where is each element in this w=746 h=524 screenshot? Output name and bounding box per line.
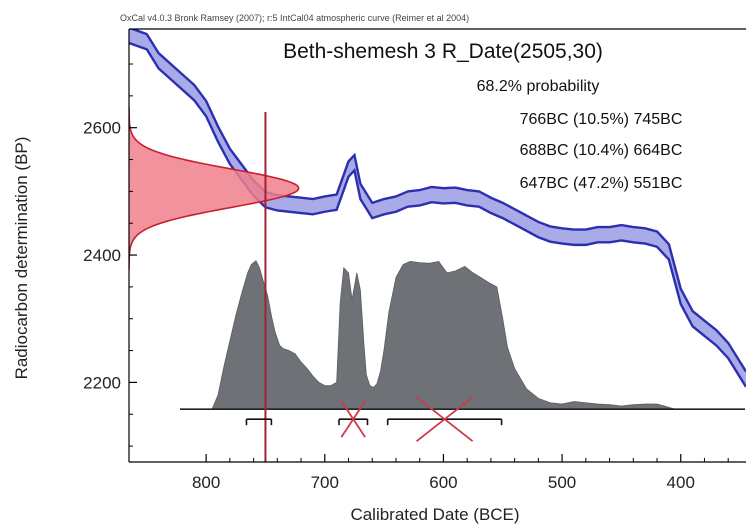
exclusion-cross — [340, 400, 366, 438]
axis-ticks: 800 700 600 500 400 2200 2400 2600 — [83, 63, 729, 492]
y-tick-label: 2200 — [83, 373, 121, 392]
range-label-2: 688BC (10.4%) 664BC — [520, 142, 683, 159]
range-label-3: 647BC (47.2%) 551BC — [520, 175, 683, 192]
x-tick-label: 800 — [192, 473, 220, 492]
y-axis-title: Radiocarbon determination (BP) — [12, 137, 31, 380]
x-tick-label: 400 — [667, 473, 695, 492]
range-label-1: 766BC (10.5%) 745BC — [520, 111, 683, 128]
chart-header: OxCal v4.0.3 Bronk Ramsey (2007); r:5 In… — [120, 13, 469, 23]
x-axis-title: Calibrated Date (BCE) — [350, 505, 519, 524]
x-tick-label: 600 — [429, 473, 457, 492]
x-tick-label: 500 — [548, 473, 576, 492]
probability-label: 68.2% probability — [477, 78, 600, 95]
exclusion-cross — [416, 396, 474, 442]
x-tick-label: 700 — [311, 473, 339, 492]
y-tick-label: 2600 — [83, 119, 121, 138]
radiocarbon-likelihood — [129, 107, 300, 270]
chart-title: Beth-shemesh 3 R_Date(2505,30) — [283, 40, 603, 63]
plot-area — [129, 29, 746, 462]
y-tick-label: 2400 — [83, 246, 121, 265]
calibrated-distribution — [211, 260, 675, 410]
